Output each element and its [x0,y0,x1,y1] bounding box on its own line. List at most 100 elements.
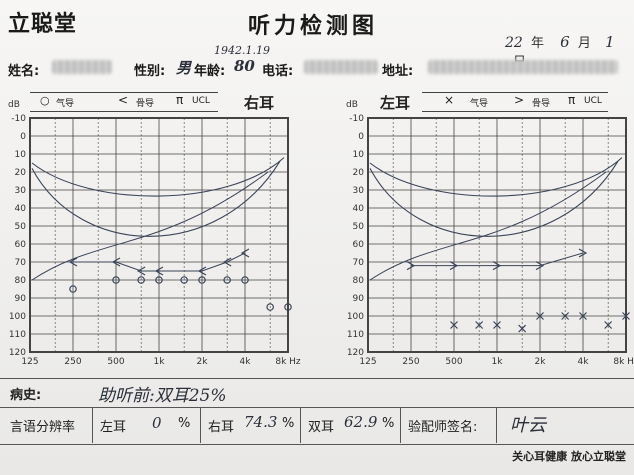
age-value: 80 [234,57,255,75]
left-y-tick-label: 100 [347,312,364,322]
right-y-tick-label: -10 [11,114,26,124]
left-bone-point [406,261,416,271]
right-ear-value: 74.3 [244,413,278,431]
right-air-point [284,303,292,311]
ucl-pi-icon: π [176,93,184,107]
left-y-tick-label: 40 [353,204,365,214]
right-bone-point [240,248,250,258]
right-bone-point [154,266,164,276]
gender-value: 男 [176,59,192,77]
right-speech-curve-bottom [31,160,281,237]
gender-label: 性别: [134,64,166,79]
left-y-tick-label: 10 [353,150,365,160]
name-label: 姓名: [8,64,40,79]
legend-left-bone-label: 骨导 [532,99,551,109]
left-ear-label: 左耳 [100,420,127,435]
brand-logo: 立聪堂 [8,12,78,37]
legend-left-ucl-label: UCL [584,96,602,106]
speech-label: 言语分辨率 [10,420,76,435]
left-speech-curve-top [369,157,623,197]
left-y-tick-label: 20 [353,168,365,178]
document-title: 听力检测图 [248,14,379,39]
right-bone-point [111,257,121,267]
left-y-tick-label: 30 [353,186,365,196]
left-air-point [579,312,587,320]
left-hearing-aid-curve [369,171,607,281]
left-y-tick-label: 50 [353,222,365,232]
right-y-tick-label: 40 [15,204,27,214]
history-row: 病史: 助听前:双耳25% [0,379,634,408]
right-x-tick-label: 250 [64,357,81,367]
right-ear-title: 右耳 [244,94,275,112]
air-conduction-cross-icon: × [444,93,455,107]
right-air-point [155,276,163,284]
right-x-tick-label: 500 [107,357,124,367]
right-y-tick-label: 110 [9,330,26,340]
air-conduction-circle-icon: ○ [40,94,50,107]
left-ear-title: 左耳 [380,94,411,112]
footer-slogan: 关心耳健康 放心立聪堂 [512,450,626,463]
right-speech-curve-top [31,157,285,197]
left-y-tick-label: 0 [358,132,364,142]
phone-label: 电话: [262,64,294,79]
age-label: 年龄: [194,64,226,79]
left-y-tick-label: 110 [347,330,364,340]
right-bone-point [222,257,232,267]
right-y-tick-label: 60 [15,240,27,250]
ucl-pi-icon: π [568,93,576,107]
left-x-tick-label: 1k [492,357,504,367]
left-ear-value: 0 [152,414,162,432]
bone-conduction-right-icon: > [514,93,525,107]
left-x-tick-label: 2k [535,357,547,367]
left-air-point [604,321,613,329]
left-bone-point [535,261,545,271]
left-y-tick-label: 70 [353,258,365,268]
left-air-point [518,324,527,333]
speech-row: 言语分辨率 左耳 0 % 右耳 74.3 % 双耳 62.9 % 验配师签名: … [0,407,634,443]
left-x-tick-label: 125 [359,357,376,367]
both-ears-label: 双耳 [308,420,335,435]
right-hearing-aid-curve [31,171,269,281]
left-air-point [450,321,458,329]
results-table: 病史: 助听前:双耳25% 言语分辨率 左耳 0 % 右耳 74.3 % 双耳 … [0,378,634,445]
right-x-tick-label: 125 [21,357,38,367]
right-air-point [69,285,77,293]
right-x-unit-label: 8k Hz [275,357,301,367]
address-label: 地址: [382,64,414,79]
right-air-point [137,276,145,284]
right-y-tick-label: 80 [15,276,27,286]
right-y-tick-label: 70 [15,258,27,268]
left-bone-point [449,261,459,271]
legend-right-ucl-label: UCL [192,96,210,106]
history-value: 助听前:双耳25% [98,386,227,406]
right-y-tick-label: 0 [20,132,26,142]
right-ear-unit: % [282,416,295,431]
left-x-tick-label: 4k [578,357,590,367]
legend-left-air-label: 气导 [470,99,489,109]
left-x-unit-label: 8k Hz [613,357,634,367]
right-air-point [223,276,231,284]
right-bone-point [68,257,78,267]
left-y-tick-label: 120 [347,348,364,358]
left-y-tick-label: 90 [353,294,365,304]
left-y-tick-label: -10 [349,114,364,124]
birth-date: 1942.1.19 [214,44,270,57]
right-air-point [198,276,206,284]
signer-label: 验配师签名: [408,420,478,435]
right-y-tick-label: 120 [9,348,26,358]
right-air-point [180,276,188,284]
legend-right-bone-label: 骨导 [136,99,155,109]
date-day: 1 [604,33,615,51]
db-unit-right: dB [8,100,20,110]
right-y-tick-label: 30 [15,186,27,196]
left-ear-unit: % [178,416,191,431]
right-x-tick-label: 2k [197,357,209,367]
legend-right-air-label: 气导 [56,99,75,109]
left-bone-point [492,261,502,271]
right-x-tick-label: 1k [154,357,166,367]
left-air-point [536,312,544,320]
left-x-tick-label: 250 [402,357,419,367]
history-label: 病史: [10,388,42,403]
